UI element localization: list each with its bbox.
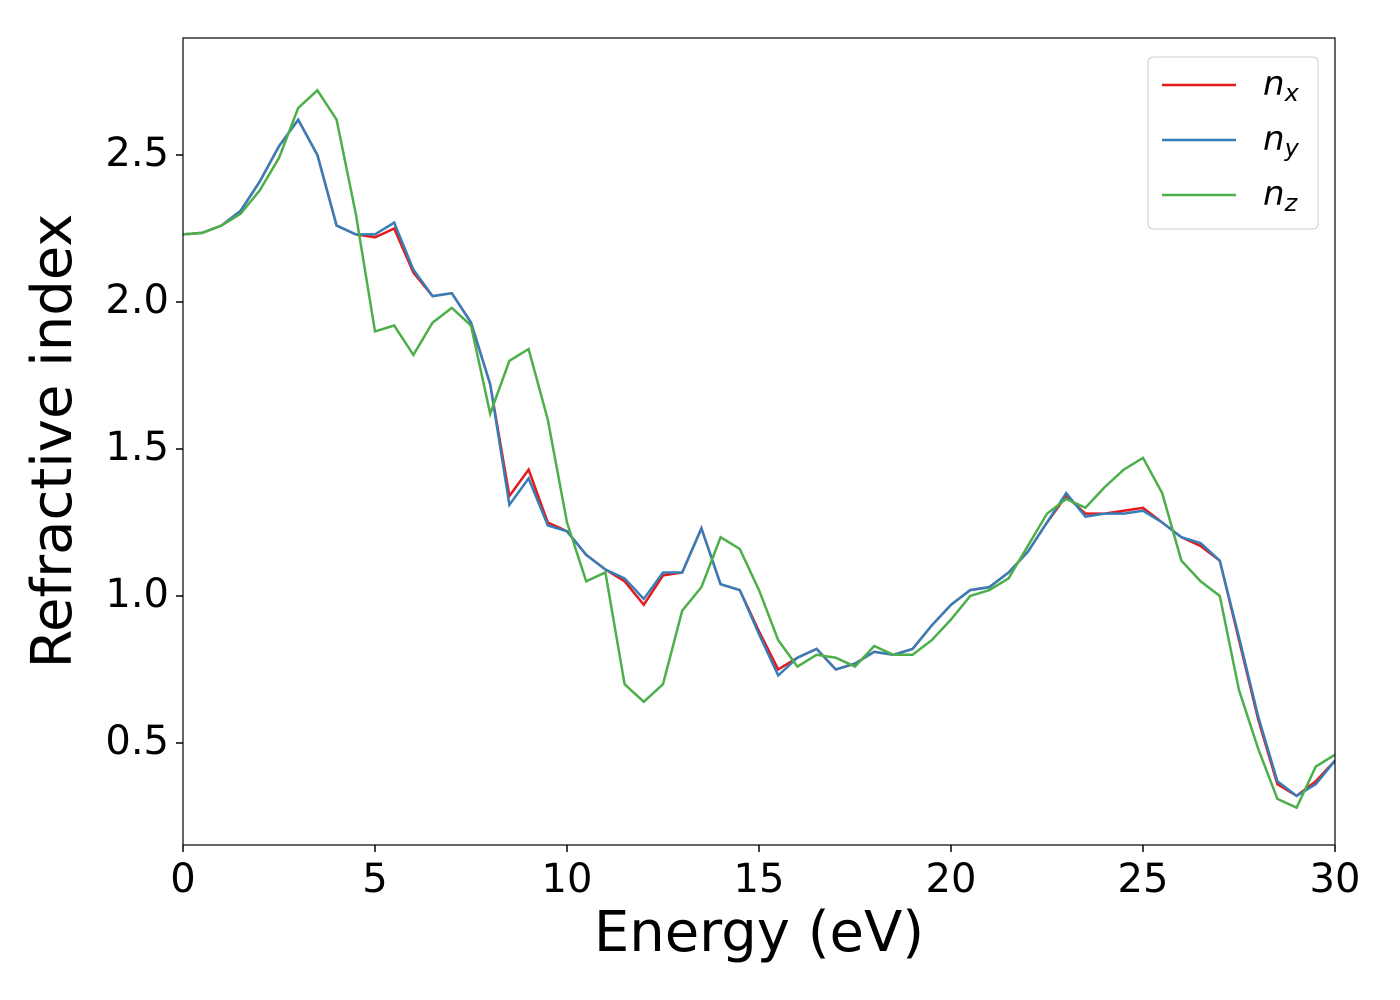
x-tick-label: 15 [734,856,785,902]
y-tick-label: 1.5 [105,424,169,470]
y-axis-label: Refractive index [20,214,85,669]
legend-box [1147,56,1319,230]
y-tick-label: 1.0 [105,571,169,617]
x-tick-label: 5 [362,856,387,902]
x-axis-label: Energy (eV) [594,900,924,965]
x-tick-label: 20 [926,856,977,902]
y-tick-label: 0.5 [105,718,169,764]
legend: nx ny nz [1147,56,1319,230]
x-tick-label: 25 [1118,856,1169,902]
y-tick-label: 2.0 [105,277,169,323]
plot-frame [182,37,1336,846]
x-tick-label: 10 [542,856,593,902]
series-line [183,117,1335,798]
series-line [183,88,1335,810]
legend-label: nx [1263,64,1300,108]
y-tick-label: 2.5 [105,130,169,176]
x-tick-label: 30 [1310,856,1361,902]
legend-label: nz [1263,174,1299,218]
legend-label: ny [1263,119,1300,163]
x-tick-label: 0 [170,856,195,902]
